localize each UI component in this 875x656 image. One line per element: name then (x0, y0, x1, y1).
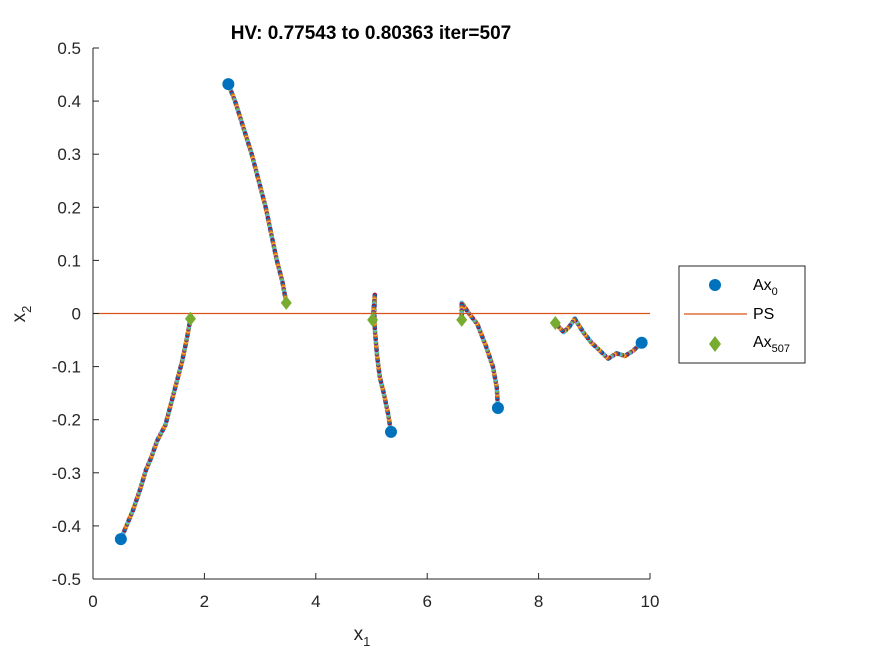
y-tick-label: 0.1 (57, 251, 81, 270)
legend-entry-ax0: Ax0 (753, 277, 778, 298)
y-tick-label: -0.5 (52, 570, 81, 589)
x-tick-label: 4 (311, 592, 320, 611)
x-tick-label: 8 (534, 592, 543, 611)
y-tick-label: -0.4 (52, 517, 81, 536)
ax0-point (222, 78, 235, 91)
legend-entry-ps: PS (753, 306, 774, 323)
y-tick-label: -0.1 (52, 358, 81, 377)
x-tick-label: 2 (200, 592, 209, 611)
y-axis-label: x2 (9, 306, 34, 323)
ax0-point (635, 336, 648, 349)
ax507-point (280, 295, 292, 310)
trajectory-0 (118, 318, 193, 542)
legend-entry-ax507: Ax507 (753, 334, 790, 355)
ax507-point (456, 312, 468, 327)
y-tick-label: -0.3 (52, 464, 81, 483)
x-tick-label: 6 (422, 592, 431, 611)
ax507-point (184, 311, 196, 326)
x-axis-label: x1 (354, 624, 371, 649)
legend-circle-marker (709, 279, 721, 291)
y-tick-label: 0.2 (57, 198, 81, 217)
y-tick-label: 0.3 (57, 145, 81, 164)
chart-title: HV: 0.77543 to 0.80363 iter=507 (231, 23, 511, 44)
marker-group (114, 78, 648, 546)
y-tick-label: 0.5 (57, 39, 81, 58)
ax0-point (491, 402, 504, 415)
x-tick-label: 10 (641, 592, 660, 611)
ax507-point (549, 316, 561, 331)
axes: 0 2 4 6 8 10 -0.5 -0.4 -0.3 -0.2 -0.1 0 0.1 0.2 0.3 0.4… (52, 39, 660, 611)
legend: Ax0 PS Ax507 (678, 265, 806, 364)
x-tick-label: 0 (88, 592, 97, 611)
ax0-point (384, 425, 397, 438)
legend-diamond-marker (709, 336, 721, 352)
ax0-point (114, 533, 127, 546)
y-tick-label: -0.2 (52, 411, 81, 430)
y-tick-label: 0.4 (57, 92, 81, 111)
y-tick-label: 0 (72, 305, 81, 324)
ax507-point (367, 312, 379, 327)
